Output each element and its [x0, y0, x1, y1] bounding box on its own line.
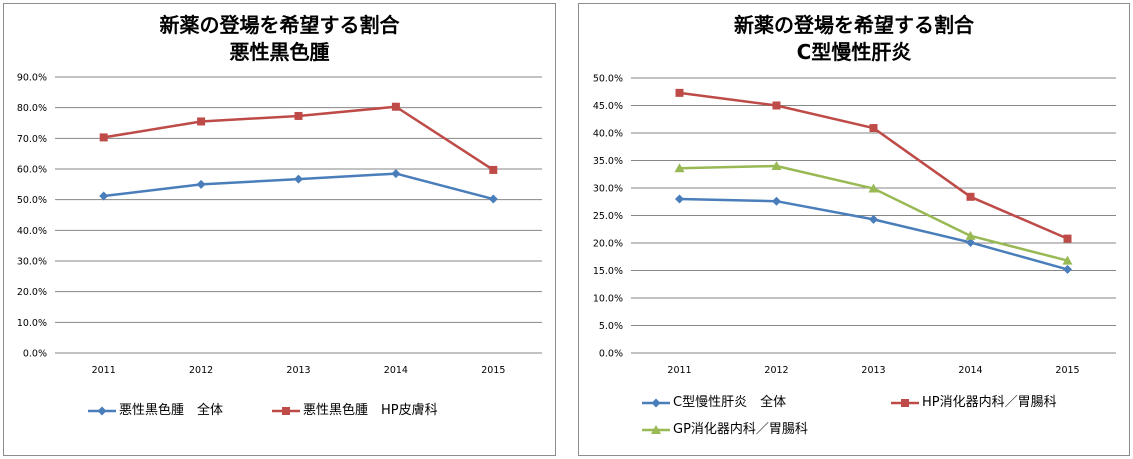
data-point — [488, 194, 498, 204]
y-tick-label: 45.0% — [593, 101, 623, 112]
x-tick-label: 2014 — [384, 365, 408, 376]
chart-panel-melanoma: 新薬の登場を希望する割合 悪性黒色腫 0.0% 10.0% 20.0% 30.0% 40… — [3, 3, 556, 456]
x-tick-label: 2012 — [189, 365, 213, 376]
data-point — [1062, 255, 1073, 265]
data-point — [391, 169, 401, 179]
chart-panel-hepatitis-c: 新薬の登場を希望する割合 C型慢性肝炎 0.0% 5.0% 10.0% 15.0% 20… — [578, 3, 1130, 456]
y-tick-label: 50.0% — [593, 74, 623, 85]
x-tick-label: 2012 — [764, 365, 788, 376]
chart-title-main: 新薬の登場を希望する割合 — [734, 13, 974, 37]
y-tick-label: 70.0% — [17, 134, 47, 145]
data-point — [391, 102, 400, 111]
y-tick-label: 40.0% — [593, 129, 623, 140]
legend-swatch — [642, 398, 670, 408]
data-point — [868, 183, 879, 193]
y-tick-label: 5.0% — [599, 321, 623, 332]
legend-label: GP消化器内科／胃腸科 — [673, 422, 808, 437]
legend-marker — [901, 399, 909, 407]
chart-title-main: 新薬の登場を希望する割合 — [159, 13, 400, 37]
x-tick-label: 2013 — [286, 365, 310, 376]
data-point — [772, 101, 781, 110]
legend-item: C型慢性肝炎 全体 — [641, 394, 786, 412]
chart-title-sub: C型慢性肝炎 — [796, 40, 912, 64]
legend-label: 悪性黒色腫 全体 — [119, 403, 224, 418]
data-point — [674, 163, 685, 173]
data-point — [772, 196, 781, 206]
legend-marker — [97, 406, 107, 416]
data-point — [1063, 234, 1072, 243]
legend-label: C型慢性肝炎 全体 — [673, 395, 787, 410]
y-tick-label: 0.0% — [23, 349, 47, 360]
y-tick-label: 60.0% — [17, 165, 47, 176]
data-point — [965, 230, 976, 240]
y-tick-label: 20.0% — [593, 239, 623, 250]
y-tick-label: 30.0% — [593, 184, 623, 195]
y-tick-label: 10.0% — [17, 318, 47, 329]
legend-marker — [651, 425, 661, 434]
y-tick-label: 25.0% — [593, 211, 623, 222]
data-point — [869, 214, 878, 224]
data-point — [99, 133, 108, 142]
data-point — [196, 179, 206, 189]
y-tick-label: 30.0% — [17, 257, 47, 268]
chart-title: 新薬の登場を希望する割合 悪性黒色腫 — [4, 12, 555, 66]
x-tick-label: 2013 — [861, 365, 885, 376]
data-point — [771, 161, 782, 170]
x-tick-label: 2011 — [92, 365, 116, 376]
data-point — [489, 165, 498, 174]
data-point — [294, 111, 303, 120]
data-point — [966, 237, 975, 247]
data-point — [197, 117, 206, 126]
y-tick-label: 50.0% — [17, 195, 47, 206]
chart-title: 新薬の登場を希望する割合 C型慢性肝炎 — [579, 12, 1129, 66]
y-tick-label: 35.0% — [593, 156, 623, 167]
legend-swatch — [642, 425, 670, 434]
y-tick-label: 80.0% — [17, 103, 47, 114]
data-point — [1063, 264, 1072, 274]
legend-item: HP消化器内科／胃腸科 — [890, 394, 1057, 412]
legend-item: 悪性黒色腫 HP皮膚科 — [271, 402, 438, 420]
data-point — [966, 192, 975, 201]
data-point — [675, 88, 684, 97]
legend-marker — [282, 407, 290, 415]
y-tick-label: 90.0% — [17, 73, 47, 84]
y-tick-label: 15.0% — [593, 266, 623, 277]
legend-item: GP消化器内科／胃腸科 — [641, 421, 808, 439]
data-point — [869, 124, 878, 133]
legend-label: 悪性黒色腫 HP皮膚科 — [303, 403, 438, 418]
data-point — [675, 194, 684, 204]
legend-item: 悪性黒色腫 全体 — [87, 402, 223, 420]
line-chart-melanoma: 0.0% 10.0% 20.0% 30.0% 40.0% 50.0% 60.0% 70.0% 8… — [17, 73, 542, 376]
series-line — [679, 197, 1068, 271]
x-tick-label: 2014 — [958, 365, 982, 376]
line-chart-hepatitis-c: 0.0% 5.0% 10.0% 15.0% 20.0% 25.0% 30.0% 35.0% 40… — [593, 74, 1116, 376]
legend-swatch — [272, 407, 300, 415]
x-tick-label: 2011 — [667, 365, 691, 376]
chart-title-sub: 悪性黒色腫 — [229, 40, 330, 64]
data-point — [99, 191, 109, 201]
y-tick-label: 20.0% — [17, 287, 47, 298]
x-tick-label: 2015 — [1055, 365, 1079, 376]
legend-label: HP消化器内科／胃腸科 — [922, 395, 1057, 410]
x-tick-label: 2015 — [481, 365, 505, 376]
legend-swatch — [891, 399, 919, 407]
y-tick-label: 0.0% — [599, 349, 623, 360]
legend-swatch — [88, 406, 116, 416]
y-tick-label: 40.0% — [17, 226, 47, 237]
y-tick-label: 10.0% — [593, 294, 623, 305]
legend-marker — [651, 398, 661, 408]
data-point — [294, 174, 303, 184]
